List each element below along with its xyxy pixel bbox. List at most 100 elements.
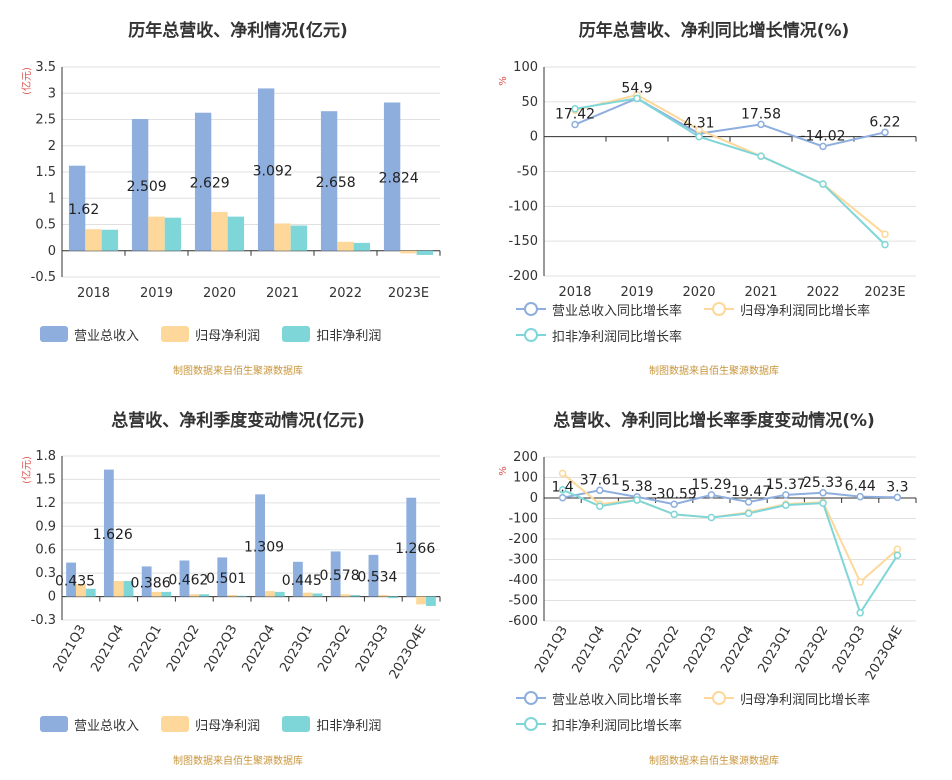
- bar-revenue: [406, 497, 417, 597]
- y-axis-unit-label: %: [498, 76, 509, 86]
- bar-parent-profit: [400, 250, 417, 254]
- data-label: 1.4: [551, 480, 573, 496]
- legend-label: 营业总收入: [74, 718, 140, 734]
- x-tick-label: 2020: [682, 285, 715, 300]
- bar-deducted-profit: [227, 216, 245, 251]
- x-tick-label: 2021Q4: [88, 623, 127, 675]
- y-tick-label: 1.8: [35, 449, 56, 464]
- data-label: 54.9: [621, 80, 652, 96]
- data-point: [782, 501, 790, 509]
- bar-parent-profit: [189, 594, 200, 597]
- bar-deducted-profit: [388, 596, 399, 599]
- legend-deducted-profit[interactable]: 扣非净利润: [282, 321, 381, 347]
- bar-revenue: [330, 551, 341, 597]
- bar-revenue: [255, 494, 265, 597]
- bar-parent-profit: [274, 223, 291, 251]
- legend-label: 扣非净利润同比增长率: [552, 718, 683, 734]
- data-label: 0.578: [320, 568, 360, 584]
- legend-label: 归母净利润同比增长率: [740, 303, 871, 319]
- y-tick-label: -0.3: [31, 613, 56, 628]
- legend-parent-profit[interactable]: 归母净利润: [161, 321, 260, 347]
- y-tick-label: 0.3: [35, 566, 56, 581]
- legend-swatch: [282, 716, 311, 732]
- x-tick-label: 2022: [806, 285, 839, 300]
- legend-swatch: [40, 716, 68, 732]
- data-point: [856, 609, 864, 617]
- y-tick-label: -0.5: [31, 270, 56, 285]
- bar-revenue: [131, 119, 149, 251]
- data-label: 3.3: [886, 479, 908, 495]
- bar-parent-profit: [75, 584, 86, 597]
- legend-parent-profit-growth[interactable]: 归母净利润同比增长率: [704, 685, 870, 711]
- data-point: [633, 496, 641, 504]
- y-tick-label: -400: [508, 573, 538, 588]
- x-tick-label: 2022Q4: [240, 623, 279, 675]
- bar-parent-profit: [302, 592, 313, 597]
- x-tick-label: 2023Q1: [277, 623, 316, 675]
- legend-deducted-profit-growth[interactable]: 扣非净利润同比增长率: [516, 711, 682, 737]
- y-axis-unit-label: (亿元): [20, 456, 33, 484]
- y-tick-label: -150: [508, 234, 538, 249]
- x-tick-label: 2018: [558, 285, 591, 300]
- y-tick-label: 0.9: [35, 519, 56, 534]
- data-label: 1.309: [244, 539, 284, 555]
- legend-parent-profit[interactable]: 归母净利润: [161, 711, 260, 737]
- legend-revenue[interactable]: 营业总收入: [40, 321, 139, 347]
- x-tick-label: 2022Q1: [126, 623, 165, 675]
- x-tick-label: 2018: [77, 286, 110, 301]
- data-point: [893, 545, 902, 553]
- bar-parent-profit: [151, 591, 162, 597]
- chart-title: 总营收、净利同比增长率季度变动情况(%): [553, 411, 875, 431]
- bar-deducted-profit: [274, 591, 285, 597]
- source-note: 制图数据来自佰生聚源数据库: [173, 756, 303, 767]
- data-label: 1.266: [395, 541, 435, 557]
- bar-deducted-profit: [426, 596, 436, 606]
- x-tick-label: 2019: [620, 285, 653, 300]
- bar-revenue: [179, 560, 190, 597]
- y-tick-label: 1.2: [35, 496, 56, 511]
- y-tick-label: 100: [513, 471, 538, 486]
- data-point: [819, 180, 827, 188]
- bar-parent-profit: [264, 591, 275, 597]
- source-note: 制图数据来自佰生聚源数据库: [649, 366, 779, 377]
- x-tick-label: 2023Q3: [353, 623, 392, 675]
- data-point: [558, 469, 567, 478]
- data-label: 0.462: [168, 573, 208, 589]
- legend-label: 归母净利润同比增长率: [740, 692, 871, 708]
- legend-deducted-profit[interactable]: 扣非净利润: [282, 711, 381, 737]
- legend-deducted-profit-growth[interactable]: 扣非净利润同比增长率: [516, 322, 682, 348]
- data-point: [558, 486, 567, 494]
- legend-revenue-growth[interactable]: 营业总收入同比增长率: [516, 685, 682, 711]
- legend-revenue[interactable]: 营业总收入: [40, 711, 139, 737]
- y-tick-label: -500: [508, 594, 538, 609]
- legend-parent-profit-growth[interactable]: 归母净利润同比增长率: [704, 296, 870, 322]
- bar-deducted-profit: [161, 591, 172, 597]
- legend-label: 归母净利润: [195, 718, 261, 734]
- data-label: 1.62: [68, 202, 99, 218]
- data-point: [558, 493, 567, 502]
- chart-title: 总营收、净利季度变动情况(亿元): [111, 411, 365, 431]
- bar-revenue: [103, 469, 114, 597]
- data-point: [856, 578, 864, 586]
- x-tick-label: 2021Q4: [569, 624, 608, 676]
- data-point: [744, 509, 753, 518]
- data-point: [695, 132, 703, 141]
- chart-legend[interactable]: 营业总收入同比增长率 归母净利润同比增长率 扣非净利润同比增长率: [516, 685, 952, 737]
- bar-deducted-profit: [312, 593, 323, 597]
- chart-legend[interactable]: 营业总收入 归母净利润 扣非净利润: [40, 711, 480, 737]
- legend-label: 营业总收入同比增长率: [552, 692, 683, 708]
- legend-swatch: [282, 326, 311, 342]
- data-label: -30.59: [652, 486, 697, 502]
- chart-legend[interactable]: 营业总收入同比增长率 归母净利润同比增长率 扣非净利润同比增长率: [516, 296, 952, 348]
- y-tick-label: 0: [530, 491, 538, 506]
- chart-legend[interactable]: 营业总收入 归母净利润 扣非净利润: [40, 321, 480, 347]
- series-line-deducted-profit-growth: [574, 97, 886, 246]
- legend-swatch: [516, 328, 546, 342]
- source-note: 制图数据来自佰生聚源数据库: [173, 366, 303, 377]
- y-tick-label: 1.5: [35, 472, 56, 487]
- x-tick-label: 2022: [329, 286, 362, 301]
- data-label: 15.29: [691, 477, 731, 493]
- bar-parent-profit: [113, 580, 124, 597]
- legend-revenue-growth[interactable]: 营业总收入同比增长率: [516, 296, 682, 322]
